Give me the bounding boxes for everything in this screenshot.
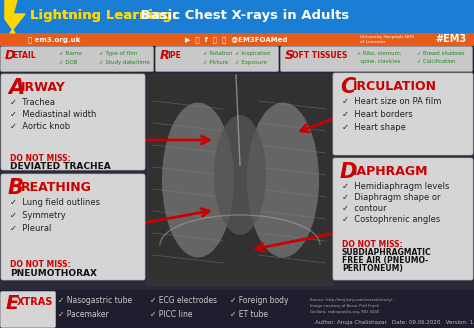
FancyBboxPatch shape [0,46,474,71]
Text: DO NOT MISS:: DO NOT MISS: [342,240,402,249]
Text: ✓  Heart shape: ✓ Heart shape [342,123,406,132]
Text: Basic Chest X-rays in Adults: Basic Chest X-rays in Adults [136,10,349,23]
Text: B: B [8,178,24,198]
Text: ✓ Ribs, sternum,: ✓ Ribs, sternum, [357,51,401,56]
Text: IRCULATION: IRCULATION [353,80,437,93]
Text: ✓  Aortic knob: ✓ Aortic knob [10,122,70,131]
Text: ✓ Rotation: ✓ Rotation [202,51,232,56]
Text: ✓ Calcification: ✓ Calcification [417,59,456,64]
Ellipse shape [247,102,319,257]
FancyBboxPatch shape [333,158,473,280]
Text: ✓  Costophrenic angles: ✓ Costophrenic angles [342,215,440,224]
Text: Image courtesy of Assoc Prof Frank: Image courtesy of Assoc Prof Frank [310,304,379,308]
FancyBboxPatch shape [148,75,333,285]
Text: ✓ PICC line: ✓ PICC line [150,310,192,319]
Text: Lightning Learning:: Lightning Learning: [30,10,177,23]
Text: ✓ Pacemaker: ✓ Pacemaker [58,310,109,319]
FancyBboxPatch shape [155,47,279,72]
Text: IPE: IPE [167,51,181,60]
Text: DO NOT MISS:: DO NOT MISS: [10,154,71,163]
Text: #EM3: #EM3 [435,34,466,45]
Text: S: S [285,49,294,62]
Text: D: D [340,162,357,182]
Text: ✓ Nasogastric tube: ✓ Nasogastric tube [58,296,132,305]
FancyBboxPatch shape [333,73,473,155]
Polygon shape [5,0,25,33]
FancyBboxPatch shape [1,74,145,170]
Text: D: D [5,49,15,62]
FancyBboxPatch shape [0,292,55,327]
Text: FREE AIR (PNEUMO-: FREE AIR (PNEUMO- [342,256,428,265]
Text: REATHING: REATHING [21,181,92,194]
Text: IRWAY: IRWAY [21,81,66,94]
FancyBboxPatch shape [0,0,474,33]
Text: DO NOT MISS:: DO NOT MISS: [10,260,71,269]
Text: ✓ Picture: ✓ Picture [202,60,228,65]
Text: A: A [8,78,24,98]
Text: spine, clavicles: spine, clavicles [357,59,401,64]
Text: ✓  Heart size on PA film: ✓ Heart size on PA film [342,97,441,106]
Text: ▶  🐦  f  📷  💫  @EM3FOAMed: ▶ 🐦 f 📷 💫 @EM3FOAMed [185,36,288,43]
Text: E: E [6,294,19,313]
Text: XTRAS: XTRAS [17,297,54,307]
Text: IAPHRAGM: IAPHRAGM [353,165,428,178]
Text: ✋ em3.org.uk: ✋ em3.org.uk [28,36,81,43]
Text: ✓  Pleural: ✓ Pleural [10,224,51,233]
Text: SUBDIAPHRAGMATIC: SUBDIAPHRAGMATIC [342,248,432,257]
FancyBboxPatch shape [0,290,474,328]
Text: ✓  Heart borders: ✓ Heart borders [342,110,413,119]
FancyBboxPatch shape [281,47,473,72]
Text: Source: http://emj.bmj.com/content/early/...: Source: http://emj.bmj.com/content/early… [310,298,396,302]
Text: ✓ Type of film: ✓ Type of film [100,51,138,56]
Text: ✓ Breast shadows: ✓ Breast shadows [417,51,465,56]
Ellipse shape [162,102,234,257]
Text: ETAIL: ETAIL [12,51,36,60]
Text: ✓  Diaphragm shape or: ✓ Diaphragm shape or [342,193,440,202]
Text: ✓ Study date/time: ✓ Study date/time [100,60,150,65]
FancyBboxPatch shape [148,75,333,285]
Text: ✓ Exposure: ✓ Exposure [235,60,267,65]
Ellipse shape [214,115,266,235]
Text: ✓ Inspiration: ✓ Inspiration [235,51,271,56]
Text: ✓ DOB: ✓ DOB [59,60,78,65]
Text: ✓ Name: ✓ Name [59,51,82,56]
Text: ✓  contour: ✓ contour [342,204,387,213]
FancyBboxPatch shape [0,33,474,46]
Text: R: R [160,49,170,62]
FancyBboxPatch shape [1,174,145,280]
Text: ✓  Mediastinal width: ✓ Mediastinal width [10,110,96,119]
Text: PERITONEUM): PERITONEUM) [342,264,403,273]
Text: Lightning Learning:: Lightning Learning: [30,10,177,23]
Text: ✓  Lung field outlines: ✓ Lung field outlines [10,198,100,207]
Text: Gaillard, radiopaedia.org, RID 4040: Gaillard, radiopaedia.org, RID 4040 [310,310,379,314]
Text: ✓  Hemidiaphragm levels: ✓ Hemidiaphragm levels [342,182,449,191]
Text: ✓ ECG electrodes: ✓ ECG electrodes [150,296,217,305]
Text: ✓  Trachea: ✓ Trachea [10,98,55,107]
Text: ✓ Foreign body: ✓ Foreign body [230,296,289,305]
FancyBboxPatch shape [0,71,474,290]
Text: ✓  Symmetry: ✓ Symmetry [10,211,66,220]
Text: PNEUMOTHORAX: PNEUMOTHORAX [10,269,97,278]
Text: OFT TISSUES: OFT TISSUES [292,51,347,60]
Text: University Hospitals NHS
of Leicester: University Hospitals NHS of Leicester [360,35,414,44]
Text: C: C [340,77,356,97]
Text: Author: Anuja Chalishazar   Date: 09.06.2020   Version: 1.1: Author: Anuja Chalishazar Date: 09.06.20… [315,320,474,325]
Text: ✓ ET tube: ✓ ET tube [230,310,268,319]
FancyBboxPatch shape [0,47,154,72]
Text: DEVIATED TRACHEA: DEVIATED TRACHEA [10,162,111,171]
